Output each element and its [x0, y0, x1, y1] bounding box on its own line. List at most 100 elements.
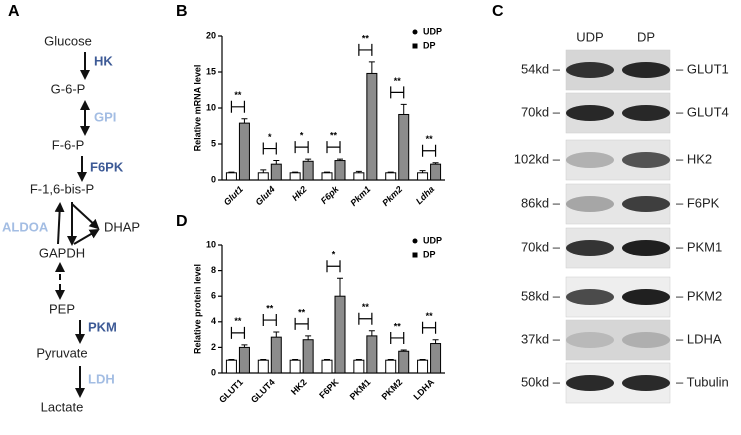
- panel-label: B: [176, 3, 188, 20]
- size-label: 50kd –: [521, 374, 561, 389]
- significance-bracket: [230, 326, 246, 339]
- significance-bracket: [358, 312, 373, 325]
- band: [566, 240, 614, 256]
- bar: [270, 336, 282, 374]
- error-bar: [355, 359, 362, 361]
- enzyme: F6PK: [90, 159, 124, 174]
- bar: [238, 346, 250, 374]
- bar: [257, 359, 269, 374]
- band: [566, 375, 614, 391]
- y-axis-label: Relative mRNA level: [192, 65, 202, 152]
- lane-label: UDP: [576, 29, 603, 44]
- bar: [302, 339, 314, 374]
- bar: [385, 172, 397, 181]
- metabolite: Lactate: [41, 399, 84, 414]
- band: [566, 105, 614, 121]
- error-bar: [400, 349, 407, 352]
- significance-bracket: [326, 141, 341, 154]
- band: [622, 332, 670, 348]
- protein-label: – HK2: [676, 151, 712, 166]
- significance-bracket: [421, 144, 437, 157]
- error-bar: [273, 331, 280, 338]
- bar: [353, 359, 365, 374]
- arrow: [73, 228, 100, 245]
- bar: [398, 113, 410, 181]
- metabolite: Glucose: [44, 33, 92, 48]
- metabolite: DHAP: [104, 219, 140, 234]
- bar: [417, 172, 429, 181]
- significance-label: **: [266, 303, 274, 313]
- band: [622, 375, 670, 391]
- metabolite: F-6-P: [52, 137, 85, 152]
- significance-label: **: [234, 90, 242, 100]
- bar: [238, 122, 250, 181]
- legend-label: UDP: [423, 235, 442, 245]
- significance-label: **: [362, 302, 370, 312]
- significance-label: **: [394, 321, 402, 331]
- bar: [430, 343, 442, 374]
- arrow: [54, 202, 65, 245]
- legend-label: DP: [423, 249, 436, 259]
- band: [622, 240, 670, 256]
- lane-label: DP: [637, 29, 655, 44]
- metabolite: Pyruvate: [36, 345, 87, 360]
- legend-marker: [412, 43, 418, 49]
- error-bar: [355, 170, 362, 173]
- band: [622, 196, 670, 212]
- size-label: 58kd –: [521, 288, 561, 303]
- error-bar: [324, 171, 330, 173]
- error-bar: [387, 359, 394, 361]
- bar: [225, 172, 237, 181]
- size-label: 102kd –: [514, 151, 561, 166]
- enzyme: GPI: [94, 109, 116, 124]
- error-bar: [260, 169, 267, 173]
- protein-label: – GLUT4: [676, 104, 729, 119]
- western-blot: UDP DP 54kd – – GLUT1 70kd – – GLUT4 102kd –…: [514, 29, 729, 404]
- band: [622, 289, 670, 305]
- error-bar: [292, 359, 299, 361]
- significance-label: **: [298, 307, 306, 317]
- size-label: 37kd –: [521, 331, 561, 346]
- size-label: 86kd –: [521, 195, 561, 210]
- arrow: [71, 203, 100, 230]
- band: [566, 289, 614, 305]
- band: [566, 196, 614, 212]
- error-bar: [305, 335, 312, 340]
- band: [622, 62, 670, 78]
- bar: [334, 295, 346, 374]
- legend-marker: [412, 252, 418, 258]
- significance-bracket: [294, 317, 309, 330]
- metabolite: G-6-P: [51, 81, 86, 96]
- size-label: 70kd –: [521, 104, 561, 119]
- enzyme: LDH: [88, 371, 115, 386]
- error-bar: [368, 61, 375, 74]
- error-bar: [419, 170, 426, 173]
- y-axis-label: Relative protein level: [192, 264, 202, 354]
- significance-label: *: [332, 250, 336, 260]
- bar: [289, 172, 301, 181]
- significance-label: **: [234, 316, 242, 326]
- pathway: Glucose G-6-P F-6-P F-1,6-bis-P DHAP GAP…: [2, 33, 140, 414]
- significance-bracket: [358, 43, 373, 56]
- legend-marker: [412, 238, 418, 244]
- enzyme: PKM: [88, 319, 117, 334]
- y-tick-label: 0: [211, 367, 216, 377]
- panel-label: D: [176, 213, 188, 230]
- significance-bracket: [421, 321, 437, 334]
- error-bar: [432, 339, 439, 344]
- error-bar: [260, 359, 267, 361]
- error-bar: [337, 158, 343, 161]
- band: [622, 152, 670, 168]
- metabolite: GAPDH: [39, 245, 85, 260]
- size-label: 70kd –: [521, 239, 561, 254]
- band: [566, 332, 614, 348]
- y-tick-label: 5: [211, 138, 216, 148]
- bar: [366, 335, 378, 374]
- protein-label: – PKM1: [676, 239, 722, 254]
- bar: [257, 172, 269, 181]
- error-bar: [305, 158, 312, 162]
- error-bar: [337, 277, 343, 297]
- protein-label: – LDHA: [676, 331, 722, 346]
- significance-label: *: [268, 132, 272, 142]
